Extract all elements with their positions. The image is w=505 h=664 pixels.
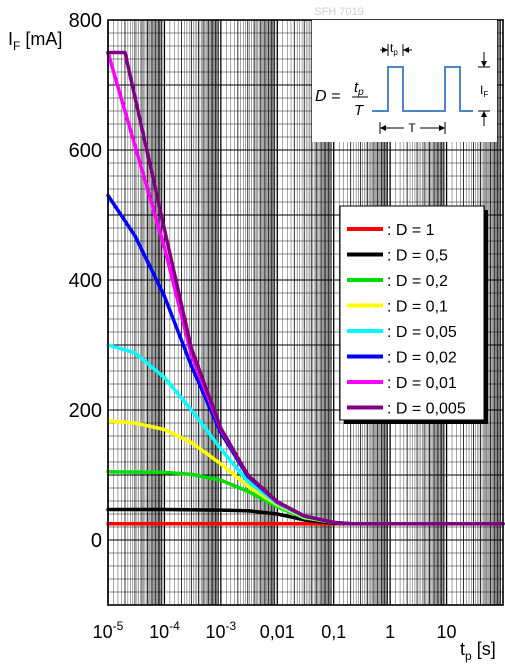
inset-formula-lhs: D = (315, 88, 340, 105)
legend-label: : D = 0,5 (387, 248, 448, 265)
inset-period-arrowhead-left (380, 125, 386, 131)
duty-cycle-inset: D = tp T tp T IF (312, 20, 497, 142)
y-axis-label-sub: F (13, 39, 20, 53)
x-tick-label-base: 10 (93, 622, 113, 642)
chart-watermark: SFH 7019 (314, 6, 364, 18)
x-tick-label: 10-5 (93, 619, 124, 642)
y-axis-ticks: 0 200 400 600 800 (69, 10, 102, 552)
legend-label: : D = 1 (387, 222, 435, 239)
x-tick-label-base: 10 (149, 622, 169, 642)
inset-amplitude-arrowhead-top (481, 61, 487, 67)
inset-amplitude-label-sub: F (483, 90, 488, 99)
x-tick-label: 10-4 (149, 619, 180, 642)
y-axis-label-main: I (8, 29, 13, 49)
y-tick-label: 800 (69, 10, 102, 32)
y-tick-label: 0 (91, 530, 102, 552)
x-axis-label-main: t (460, 639, 465, 659)
inset-pulse-waveform (372, 66, 473, 112)
x-axis-label-unit: [s] (472, 639, 496, 659)
y-axis-label-unit: [mA] (20, 29, 62, 49)
x-axis-label: tp [s] (460, 639, 496, 663)
inset-formula-numerator-sub: p (357, 87, 364, 98)
inset-tp-arrowhead-right (403, 47, 409, 53)
y-tick-label: 600 (69, 140, 102, 162)
plot-frame (107, 19, 504, 606)
inset-formula-numerator: tp (354, 79, 364, 98)
inset-period-arrowhead-right (439, 125, 445, 131)
x-axis-ticks: 10-5 10-4 10-3 0,01 0,1 1 10 (93, 619, 457, 642)
x-tick-label: 0,1 (321, 622, 346, 642)
x-axis-label-sub: p (465, 649, 472, 663)
inset-amplitude-arrowhead-bottom (481, 111, 487, 117)
chart-legend: : D = 1 : D = 0,5 : D = 0,2 : D = 0,1 : D = … (339, 205, 488, 424)
x-tick-label-base: 10 (206, 622, 226, 642)
inset-period-label: T (408, 121, 416, 135)
series-layer (106, 50, 505, 526)
x-tick-label: 10-3 (206, 619, 237, 642)
inset-tp-label-sub: p (393, 48, 398, 57)
x-tick-label: 1 (385, 622, 395, 642)
x-tick-label-exponent: -5 (113, 619, 124, 633)
legend-box (339, 205, 485, 421)
y-tick-label: 400 (69, 270, 102, 292)
legend-label: : D = 0,02 (387, 350, 457, 367)
inset-amplitude-label-main: I (480, 83, 483, 97)
inset-box (312, 20, 497, 142)
legend-label: : D = 0,2 (387, 273, 448, 290)
x-tick-label-exponent: -3 (226, 619, 237, 633)
x-tick-label: 10 (437, 622, 457, 642)
legend-label: : D = 0,01 (387, 375, 457, 392)
inset-formula-denominator: T (354, 102, 365, 119)
legend-label: : D = 0,005 (387, 401, 466, 418)
x-tick-label: 0,01 (260, 622, 295, 642)
inset-tp-label-main: t (390, 41, 394, 55)
inset-amplitude-label: IF (480, 83, 488, 99)
x-tick-label-exponent: -4 (169, 619, 180, 633)
inset-tp-arrowhead-left (382, 47, 388, 53)
inset-tp-label: tp (390, 41, 398, 57)
inset-formula-numerator-main: t (354, 79, 359, 96)
series-line (106, 50, 505, 526)
y-axis-label: IF [mA] (8, 29, 62, 53)
legend-label: : D = 0,05 (387, 324, 457, 341)
y-tick-label: 200 (69, 400, 102, 422)
legend-entries: : D = 1 : D = 0,5 : D = 0,2 : D = 0,1 : D = … (347, 222, 466, 418)
legend-label: : D = 0,1 (387, 299, 448, 316)
